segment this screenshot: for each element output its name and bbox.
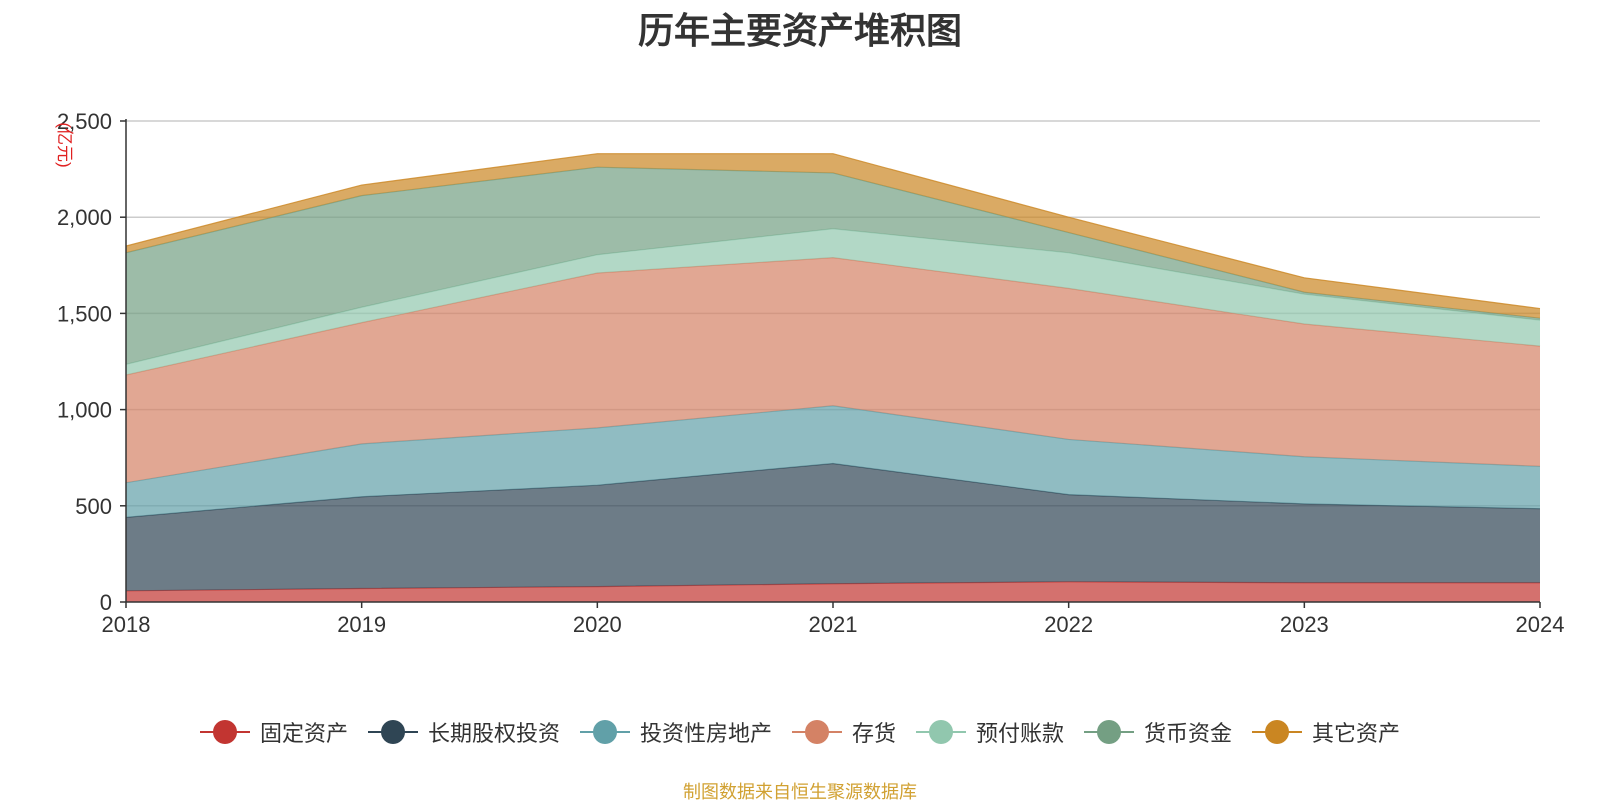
legend-item-3[interactable]: 存货 <box>791 716 896 748</box>
y-tick-label: 1,000 <box>57 398 112 423</box>
legend-item-1[interactable]: 长期股权投资 <box>367 716 560 748</box>
tick-labels: 0 500 1,000 1,500 2,000 2,500 2018 2019 2020 2021… <box>57 109 1565 637</box>
x-tick-label: 2018 <box>102 612 151 637</box>
y-tick-label: 500 <box>75 494 112 519</box>
data-source-note: 制图数据来自恒生聚源数据库 <box>683 782 917 802</box>
legend-marker-icon <box>916 720 966 744</box>
y-tick-label: 2,000 <box>57 205 112 230</box>
x-tick-label: 2019 <box>337 612 386 637</box>
legend-marker-icon <box>199 720 250 744</box>
legend-item-2[interactable]: 投资性房地产 <box>579 716 772 748</box>
area-line-6 <box>125 153 1541 310</box>
area-series-3 <box>126 257 1540 483</box>
x-tick-label: 2021 <box>809 612 858 637</box>
legend-item-5[interactable]: 货币资金 <box>1084 716 1232 748</box>
legend-item-4[interactable]: 预付账款 <box>916 716 1064 748</box>
legend-marker-icon <box>791 720 842 744</box>
x-tick-label: 2023 <box>1280 612 1329 637</box>
y-tick-label: 2,500 <box>57 109 112 134</box>
legend-label: 存货 <box>851 721 896 746</box>
area-series-4 <box>126 228 1540 375</box>
legend-label: 投资性房地产 <box>639 721 772 746</box>
area-series-6 <box>126 153 1540 319</box>
y-axis-label: (亿元) <box>55 122 74 167</box>
legend-marker-icon <box>1084 720 1135 744</box>
legend-label: 货币资金 <box>1144 721 1233 746</box>
series-areas <box>125 153 1541 602</box>
legend-item-6[interactable]: 其它资产 <box>1252 716 1400 748</box>
x-tick-label: 2022 <box>1044 612 1093 637</box>
legend-label: 其它资产 <box>1312 721 1401 746</box>
legend: 固定资产 长期股权投资 投资性房地产 存货 预付账款 货币资金 其它资产 <box>0 716 1600 748</box>
legend-item-0[interactable]: 固定资产 <box>199 716 348 748</box>
stacked-area-chart: 0 500 1,000 1,500 2,000 2,500 2018 2019 2020 2021… <box>55 109 1565 637</box>
axes <box>120 119 1541 608</box>
area-series-1 <box>126 463 1540 591</box>
legend-marker-icon <box>367 720 418 744</box>
legend-label: 固定资产 <box>259 721 348 746</box>
legend-label: 长期股权投资 <box>427 721 560 746</box>
x-tick-label: 2020 <box>573 612 622 637</box>
area-series-5 <box>126 167 1540 365</box>
legend-label: 预付账款 <box>976 721 1065 746</box>
area-series-2 <box>126 405 1540 518</box>
legend-marker-icon <box>579 720 630 744</box>
y-tick-label: 0 <box>100 590 112 615</box>
x-tick-label: 2024 <box>1516 612 1565 637</box>
chart-title: 历年主要资产堆积图 <box>637 10 962 51</box>
legend-marker-icon <box>1252 720 1303 744</box>
area-series-0 <box>126 581 1540 602</box>
y-tick-label: 1,500 <box>57 301 112 326</box>
